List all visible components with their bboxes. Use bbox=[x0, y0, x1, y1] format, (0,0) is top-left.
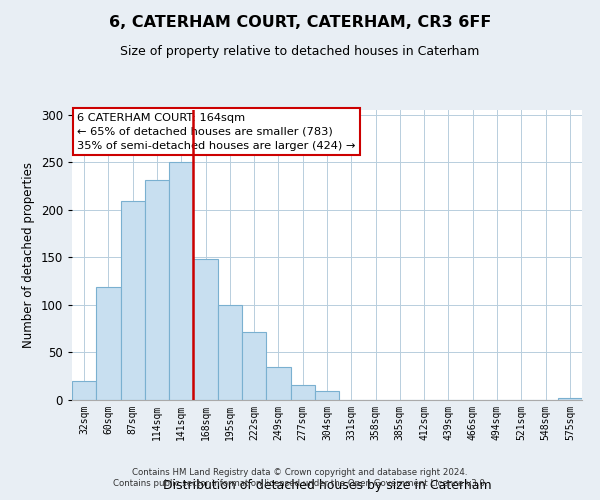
Bar bbox=[315, 392, 339, 400]
Text: 6, CATERHAM COURT, CATERHAM, CR3 6FF: 6, CATERHAM COURT, CATERHAM, CR3 6FF bbox=[109, 15, 491, 30]
Bar bbox=[169, 162, 193, 400]
X-axis label: Distribution of detached houses by size in Caterham: Distribution of detached houses by size … bbox=[163, 479, 491, 492]
Text: Size of property relative to detached houses in Caterham: Size of property relative to detached ho… bbox=[121, 45, 479, 58]
Text: Contains HM Land Registry data © Crown copyright and database right 2024.
Contai: Contains HM Land Registry data © Crown c… bbox=[113, 468, 487, 487]
Text: 6 CATERHAM COURT: 164sqm
← 65% of detached houses are smaller (783)
35% of semi-: 6 CATERHAM COURT: 164sqm ← 65% of detach… bbox=[77, 113, 355, 151]
Bar bbox=[121, 202, 145, 400]
Bar bbox=[558, 398, 582, 400]
Bar bbox=[242, 332, 266, 400]
Bar bbox=[290, 385, 315, 400]
Bar bbox=[72, 381, 96, 400]
Bar bbox=[193, 260, 218, 400]
Bar bbox=[145, 180, 169, 400]
Bar bbox=[218, 305, 242, 400]
Bar bbox=[266, 366, 290, 400]
Y-axis label: Number of detached properties: Number of detached properties bbox=[22, 162, 35, 348]
Bar bbox=[96, 287, 121, 400]
